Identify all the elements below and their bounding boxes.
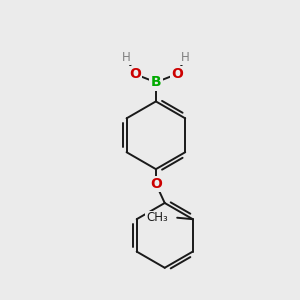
Text: B: B [151,75,161,89]
Text: H: H [122,51,131,64]
Text: O: O [150,177,162,191]
Text: O: O [129,67,141,81]
Text: O: O [171,67,183,81]
Text: H: H [181,51,190,64]
Text: CH₃: CH₃ [146,211,168,224]
